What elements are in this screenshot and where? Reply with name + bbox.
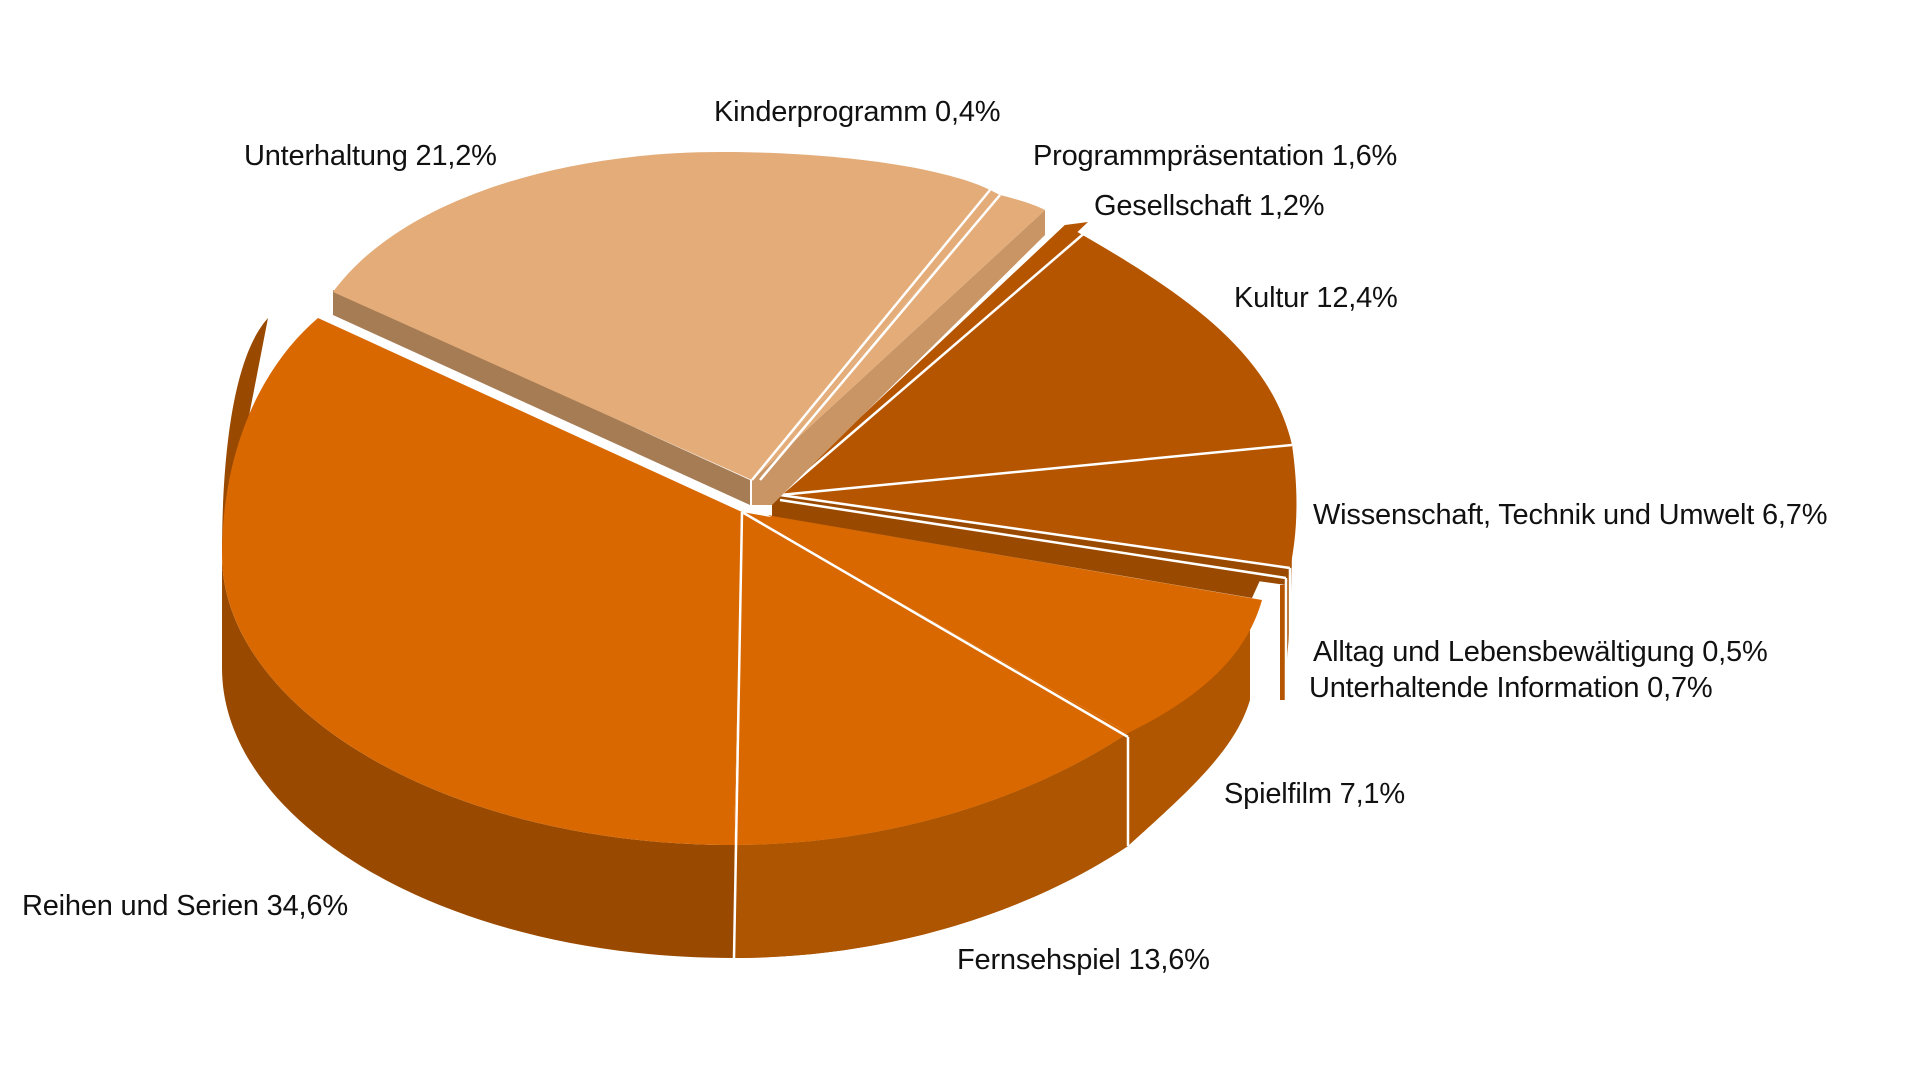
separator-kultur-wissenschaft [779,443,1293,497]
slice-fernsehspiel [734,512,1128,845]
slice-gesellschaft [778,222,1088,495]
label-programmpraesentation: Programmpräsentation 1,6% [1033,140,1398,172]
slice-unterhaltung [333,152,990,480]
separator-unterhaltung-kinder [751,189,991,481]
separator-wissenschaft-alltag [779,493,1291,570]
label-kultur: Kultur 12,4% [1234,282,1398,314]
label-fernsehspiel: Fernsehspiel 13,6% [957,944,1210,976]
slice-programmpraesentation [752,195,1045,480]
label-unterhaltende-information: Unterhaltende Information 0,7% [1309,672,1713,704]
separator-alltag-info [779,498,1287,580]
slice-side-fernsehspiel [734,733,1128,958]
separator-gesellschaft-kultur [779,229,1089,496]
slice-side-reihen-fernsehspiel [222,318,1128,958]
slice-side-unterhaltung [333,290,750,505]
label-spielfilm: Spielfilm 7,1% [1224,778,1405,810]
label-kinderprogramm: Kinderprogramm 0,4% [714,96,1001,128]
label-gesellschaft: Gesellschaft 1,2% [1094,190,1325,222]
slice-side-programmpraesentation [752,210,1045,505]
separator-kinder-programm [759,194,1001,481]
label-alltag: Alltag und Lebensbewältigung 0,5% [1313,636,1768,668]
label-unterhaltung: Unterhaltung 21,2% [244,140,497,172]
separator-fernsehspiel-spielfilm [741,510,1129,739]
label-wissenschaft: Wissenschaft, Technik und Umwelt 6,7% [1313,499,1828,531]
slice-spielfilm-top [742,512,1252,733]
separator-reihen-fernsehspiel [732,511,744,959]
label-reihen-und-serien: Reihen und Serien 34,6% [22,890,348,922]
slice-reihen-und-serien [222,318,742,845]
slice-unterhaltende-information-side [1280,585,1286,700]
slice-kinderprogramm [752,190,1000,480]
